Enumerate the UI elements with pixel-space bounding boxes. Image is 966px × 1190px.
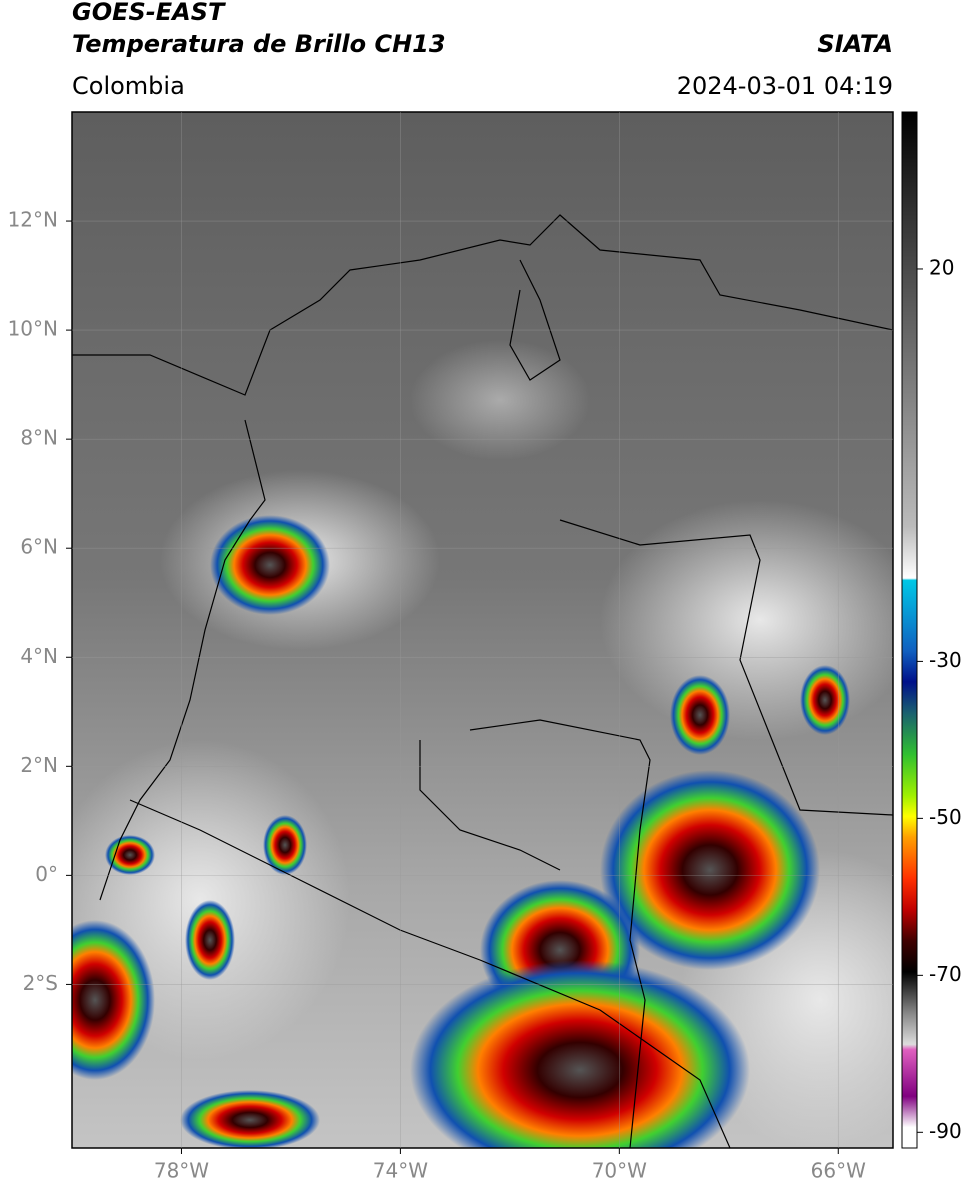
lat-label: 2°S (23, 971, 58, 995)
colorbar-label: 20 (929, 255, 954, 279)
colorbar-label: -90 (929, 1119, 962, 1143)
lon-label: 78°W (154, 1159, 209, 1183)
lon-label: 66°W (811, 1159, 866, 1183)
lon-label: 74°W (373, 1159, 428, 1183)
map-frame (71, 111, 894, 1149)
subtitle: Temperatura de Brillo CH13 (72, 30, 446, 58)
lon-label: 70°W (592, 1159, 647, 1183)
lat-label: 8°N (20, 426, 58, 450)
lat-label: 0° (35, 862, 58, 886)
satellite-image (72, 112, 893, 1148)
lat-label: 10°N (8, 317, 58, 341)
colorbar-label: -50 (929, 805, 962, 829)
colorbar-label: -70 (929, 962, 962, 986)
source: SIATA (817, 30, 893, 58)
timestamp: 2024-03-01 04:19 (677, 72, 893, 100)
lat-label: 12°N (8, 208, 58, 232)
region: Colombia (72, 72, 185, 100)
lat-label: 6°N (20, 535, 58, 559)
title: GOES-EAST (72, 0, 226, 26)
lat-label: 4°N (20, 644, 58, 668)
colorbar-label: -30 (929, 648, 962, 672)
lat-label: 2°N (20, 753, 58, 777)
colorbar (901, 111, 918, 1149)
